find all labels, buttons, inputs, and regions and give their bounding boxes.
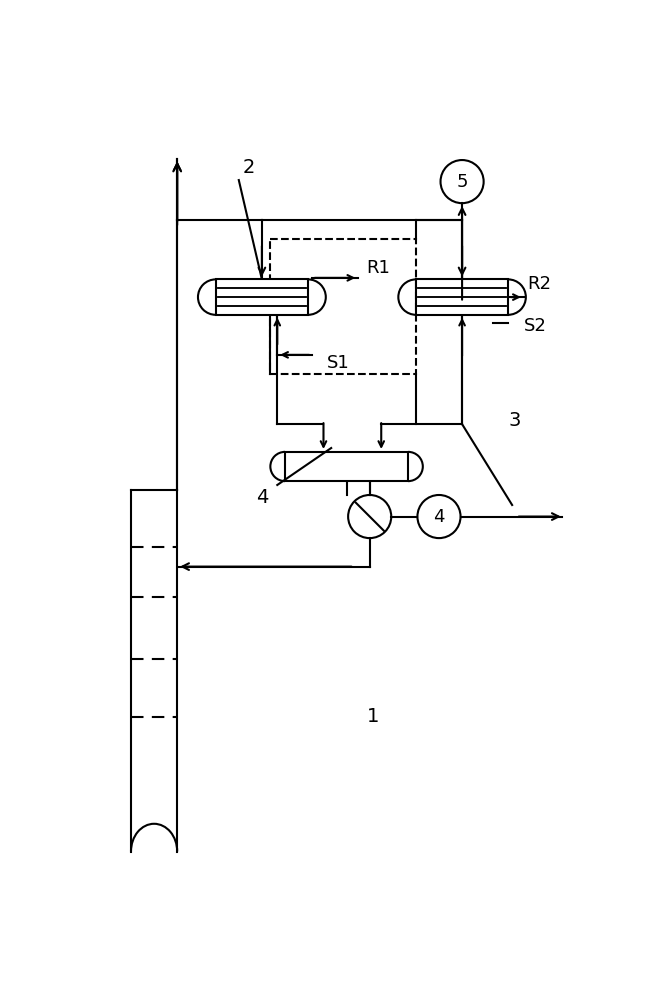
Bar (416, 279, 508, 315)
Text: 5: 5 (456, 173, 468, 191)
Bar (285, 452, 408, 481)
Text: 1: 1 (367, 707, 380, 726)
Text: S1: S1 (327, 354, 350, 372)
Bar (269, 239, 416, 374)
Text: 4: 4 (433, 508, 445, 526)
Text: 2: 2 (243, 158, 255, 177)
Text: 3: 3 (508, 411, 521, 430)
Text: 4: 4 (256, 488, 268, 507)
Bar (215, 279, 308, 315)
Text: R2: R2 (527, 275, 551, 293)
Text: R1: R1 (366, 259, 390, 277)
Text: S2: S2 (524, 317, 547, 335)
